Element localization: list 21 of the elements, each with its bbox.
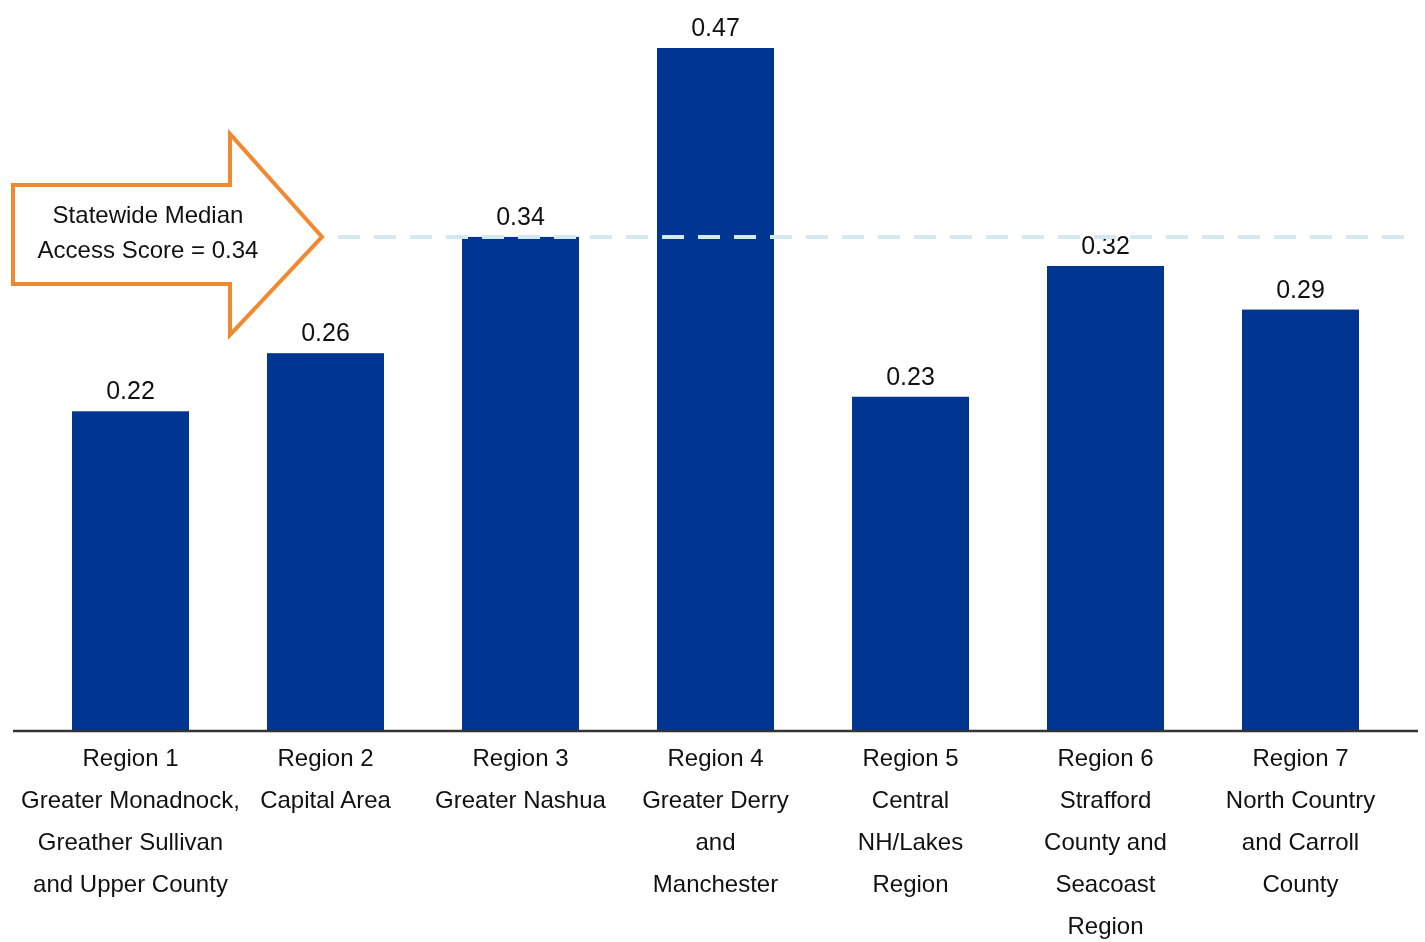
data-label: 0.26	[301, 318, 350, 347]
x-tick-label: Region 6 Strafford County and Seacoast Region	[1044, 744, 1167, 939]
data-label: 0.47	[691, 13, 740, 41]
data-label: 0.22	[106, 376, 155, 405]
bar	[1242, 309, 1359, 731]
bar	[852, 396, 969, 731]
bar	[72, 411, 189, 731]
x-tick-label: Region 3 Greater Nashua	[435, 744, 607, 813]
data-label: 0.29	[1276, 274, 1325, 303]
annotation: Statewide Median Access Score = 0.34	[37, 200, 259, 263]
bar	[657, 48, 774, 731]
x-tick-label: Region 1 Greater Monadnock, Greather Sullivan and Upper County	[21, 744, 240, 897]
x-tick-label: Region 7 North Country and Carroll County	[1225, 744, 1376, 897]
x-tick-label: Region 4 Greater Derry and Manchester	[642, 744, 789, 897]
bar	[1047, 265, 1164, 731]
x-tick-label: Region 5 Central NH/Lakes Region	[857, 744, 964, 897]
bar	[267, 353, 384, 731]
data-label: 0.23	[886, 361, 935, 390]
data-label: 0.34	[496, 201, 545, 230]
bar	[462, 236, 579, 731]
x-tick-label: Region 2 Capital Area	[260, 744, 392, 813]
